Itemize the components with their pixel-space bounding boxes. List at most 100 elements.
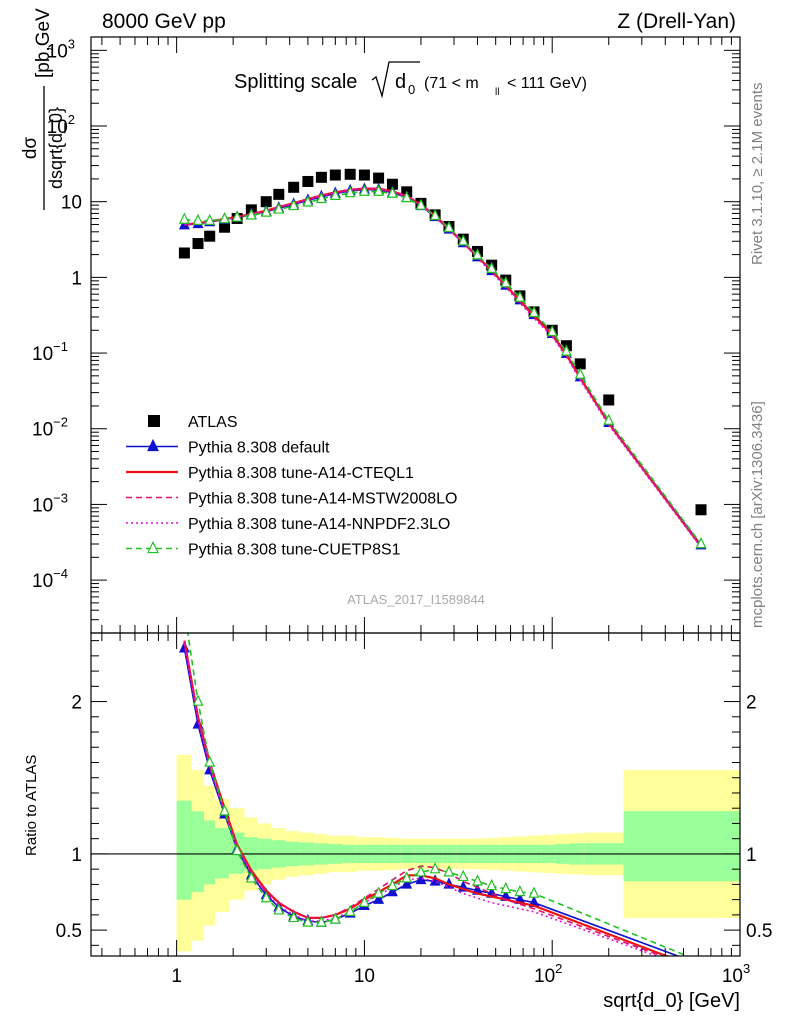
marker-CUETP8S1 <box>486 261 498 273</box>
ratio-marker-CUETP8S1 <box>486 878 498 891</box>
atlas-data-point <box>302 175 314 187</box>
ratio-y-tick-label: 0.5 <box>56 921 82 942</box>
marker-CUETP8S1 <box>358 184 370 196</box>
ratio-series-layer <box>178 633 690 956</box>
y-tick-label: 10−3 <box>32 490 68 516</box>
ratio-marker-CUETP8S1 <box>443 865 455 877</box>
atlas-data-point <box>373 172 385 184</box>
marker-CUETP8S1 <box>329 188 341 200</box>
ratio-marker-default <box>386 884 398 897</box>
marker-CUETP8S1 <box>273 202 285 214</box>
marker-CUETP8S1 <box>443 220 455 233</box>
atlas-data-point <box>288 181 300 193</box>
legend-label: Pythia 8.308 tune-A14-NNPDF2.3LO <box>188 516 450 533</box>
ratio-marker-CUETP8S1 <box>401 871 413 883</box>
ratio-marker-CUETP8S1 <box>260 891 272 903</box>
marker-CUETP8S1 <box>204 213 216 225</box>
y-label-numerator: dσ <box>20 137 41 160</box>
y-tick-label: 102 <box>47 112 75 138</box>
plot-title: Splitting scale d 0 (71 < m ll < 111 GeV… <box>234 61 587 99</box>
ratio-line-MSTW <box>183 640 664 956</box>
marker-CUETP8S1 <box>401 190 413 203</box>
band-inner-bin <box>176 800 192 900</box>
atlas-data-point <box>344 168 356 180</box>
ratio-marker-CUETP8S1 <box>192 694 204 706</box>
title-range-open: (71 < m <box>424 75 479 92</box>
ratio-marker-CUETP8S1 <box>500 881 512 894</box>
ratio-line-CUETP8S1 <box>186 633 690 956</box>
title-prefix: Splitting scale <box>234 71 357 93</box>
marker-CUETP8S1 <box>429 208 441 221</box>
title-range-subscript: ll <box>495 87 499 98</box>
atlas-data-point <box>695 504 707 516</box>
ratio-frame <box>90 632 741 957</box>
legend-label: Pythia 8.308 tune-A14-MSTW2008LO <box>188 491 457 508</box>
title-root-symbol: d <box>395 71 406 93</box>
marker-CUETP8S1 <box>260 205 272 217</box>
ratio-marker-CUETP8S1 <box>231 843 243 856</box>
marker-CUETP8S1 <box>386 186 398 198</box>
marker-CUETP8S1 <box>574 367 586 379</box>
marker-CUETP8S1 <box>546 324 558 337</box>
x-axis-label: sqrt{d_0} [GeV] <box>603 990 740 1012</box>
marker-CUETP8S1 <box>192 213 204 225</box>
marker-CUETP8S1 <box>603 413 615 425</box>
ratio-y-tick-label: 1 <box>71 845 82 866</box>
ratio-marker-CUETP8S1 <box>288 910 300 923</box>
ratio-marker-CUETP8S1 <box>329 912 341 924</box>
marker-CUETP8S1 <box>344 186 356 198</box>
ratio-line-NNPDF <box>183 643 659 956</box>
rivet-version-label: Rivet 3.1.10, ≥ 2.1M events <box>749 83 766 266</box>
marker-CUETP8S1 <box>500 276 512 288</box>
marker-CUETP8S1 <box>415 198 427 210</box>
ratio-marker-CUETP8S1 <box>429 862 441 874</box>
marker-CUETP8S1 <box>373 184 385 196</box>
marker-CUETP8S1 <box>288 198 300 211</box>
x-tick-label: 10 <box>354 966 375 987</box>
marker-CUETP8S1 <box>560 344 572 356</box>
ratio-marker-CUETP8S1 <box>273 903 285 915</box>
atlas-data-point <box>315 171 327 183</box>
ratio-line-CTEQL1 <box>183 640 670 956</box>
y-tick-label: 10−4 <box>32 566 68 592</box>
legend-marker-atlas <box>148 415 160 427</box>
atlas-data-point <box>260 196 272 208</box>
ratio-y-tick-label-right: 2 <box>746 693 757 714</box>
legend: ATLAS Pythia 8.308 default Pythia 8.308 tu… <box>126 414 457 559</box>
y-label-unit: [pb,GeV <box>33 8 54 78</box>
title-range-close: < 111 GeV) <box>507 75 587 92</box>
y-tick-label: 10−1 <box>32 339 68 365</box>
ratio-marker-CUETP8S1 <box>358 895 370 907</box>
y-tick-label: 10−2 <box>32 415 68 441</box>
atlas-data-point <box>273 188 285 200</box>
analysis-id-label: ATLAS_2017_I1589844 <box>347 592 485 607</box>
legend-label: ATLAS <box>188 414 238 431</box>
title-root-subscript: 0 <box>408 82 415 97</box>
sqrt-sign-icon <box>371 61 420 99</box>
x-tick-label: 1 <box>171 966 182 987</box>
marker-CUETP8S1 <box>528 305 540 318</box>
ratio-y-tick-label-right: 0.5 <box>746 921 772 942</box>
marker-CUETP8S1 <box>231 210 243 222</box>
ratio-marker-CUETP8S1 <box>219 804 231 816</box>
atlas-data-point <box>192 238 204 250</box>
main-series-layer <box>178 168 707 550</box>
marker-CUETP8S1 <box>695 536 707 549</box>
marker-CUETP8S1 <box>302 195 314 207</box>
atlas-data-point <box>204 230 216 242</box>
marker-CUETP8S1 <box>472 248 483 260</box>
band-inner-bin <box>204 820 215 885</box>
marker-CUETP8S1 <box>219 211 231 224</box>
ratio-marker-CUETP8S1 <box>344 904 356 917</box>
marker-CUETP8S1 <box>315 191 327 204</box>
x-tick-label: 103 <box>722 961 750 987</box>
ratio-marker-CUETP8S1 <box>472 874 483 886</box>
atlas-data-point <box>358 169 370 181</box>
legend-label: Pythia 8.308 tune-CUETP8S1 <box>188 542 401 559</box>
atlas-data-point <box>386 178 398 190</box>
main-y-label: dσ dsqrt{d_0} [pb,GeV -1 ] <box>20 8 67 210</box>
header-left: 8000 GeV pp <box>102 10 226 33</box>
marker-CUETP8S1 <box>514 290 526 302</box>
